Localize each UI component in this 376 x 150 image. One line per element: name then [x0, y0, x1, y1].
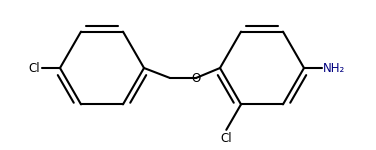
Text: NH₂: NH₂ [323, 61, 345, 75]
Text: O: O [191, 72, 201, 84]
Text: Cl: Cl [28, 61, 40, 75]
Text: Cl: Cl [220, 132, 232, 145]
